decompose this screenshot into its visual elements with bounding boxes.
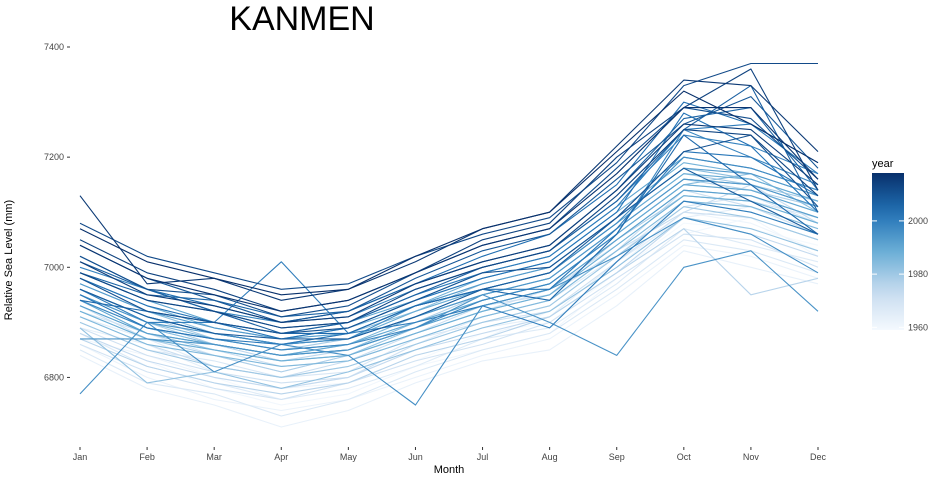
series-line-1967 — [79, 239, 819, 417]
series-line-2015 — [79, 123, 819, 323]
year-colorbar-legend: year 1960 1980 2000 — [872, 158, 928, 332]
x-tick-label: May — [340, 452, 358, 462]
x-tick-label: Jun — [408, 452, 423, 462]
series-line-2014 — [79, 68, 819, 312]
series-line-1963 — [79, 250, 819, 428]
x-axis: Jan Feb Mar Apr May Jun Jul Aug Sep Oct Nov Dec — [73, 447, 827, 462]
y-tick-label: 6800 — [44, 372, 64, 382]
series-line-2018 — [79, 90, 819, 296]
series-line-2016 — [79, 79, 819, 301]
series-line-1985 — [79, 200, 819, 367]
y-tick-label: 7200 — [44, 152, 64, 162]
series-line-2000 — [79, 200, 819, 334]
y-axis-title: Relative Sea Level (mm) — [3, 200, 15, 320]
series-lines — [79, 62, 819, 428]
series-line-1988 — [79, 195, 819, 362]
y-tick-label: 7400 — [44, 42, 64, 52]
legend-tick-label: 1960 — [908, 322, 928, 332]
legend-tick-label: 2000 — [908, 216, 928, 226]
x-tick-label: Jul — [477, 452, 489, 462]
y-tick-label: 7000 — [44, 262, 64, 272]
series-line-1968 — [79, 195, 819, 378]
series-line-2003 — [79, 112, 819, 340]
series-line-1977 — [79, 178, 819, 356]
series-line-1995 — [80, 250, 819, 356]
series-line-1970 — [79, 233, 819, 401]
x-tick-label: Feb — [139, 452, 155, 462]
legend-title: year — [872, 158, 894, 170]
x-axis-title: Month — [434, 464, 465, 476]
x-tick-label: Dec — [810, 452, 827, 462]
series-line-1996 — [79, 217, 819, 406]
series-line-2009 — [79, 96, 819, 323]
x-tick-label: Jan — [73, 452, 88, 462]
y-axis: 6800 7000 7200 7400 — [44, 42, 70, 382]
series-line-2008 — [79, 167, 819, 340]
x-tick-label: Mar — [206, 452, 222, 462]
series-line-2007 — [79, 85, 819, 334]
colorbar-gradient — [872, 173, 904, 330]
series-line-1992 — [79, 189, 819, 356]
series-line-1987 — [79, 162, 819, 340]
series-line-1962 — [79, 244, 819, 412]
series-line-2013 — [79, 129, 819, 329]
series-line-1982 — [79, 217, 819, 389]
x-tick-label: Oct — [677, 452, 692, 462]
series-line-2017 — [79, 107, 819, 312]
series-line-2010 — [79, 134, 819, 334]
chart-title: KANMEN — [229, 0, 374, 38]
legend-tick-label: 1980 — [908, 269, 928, 279]
x-tick-label: Apr — [274, 452, 288, 462]
series-line-1993 — [79, 167, 819, 340]
x-tick-label: Aug — [542, 452, 558, 462]
series-line-2004 — [79, 101, 819, 323]
x-tick-label: Sep — [609, 452, 625, 462]
series-line-2012 — [79, 62, 818, 290]
series-line-1976 — [79, 228, 819, 395]
x-tick-label: Nov — [743, 452, 760, 462]
series-line-1994 — [79, 178, 819, 345]
